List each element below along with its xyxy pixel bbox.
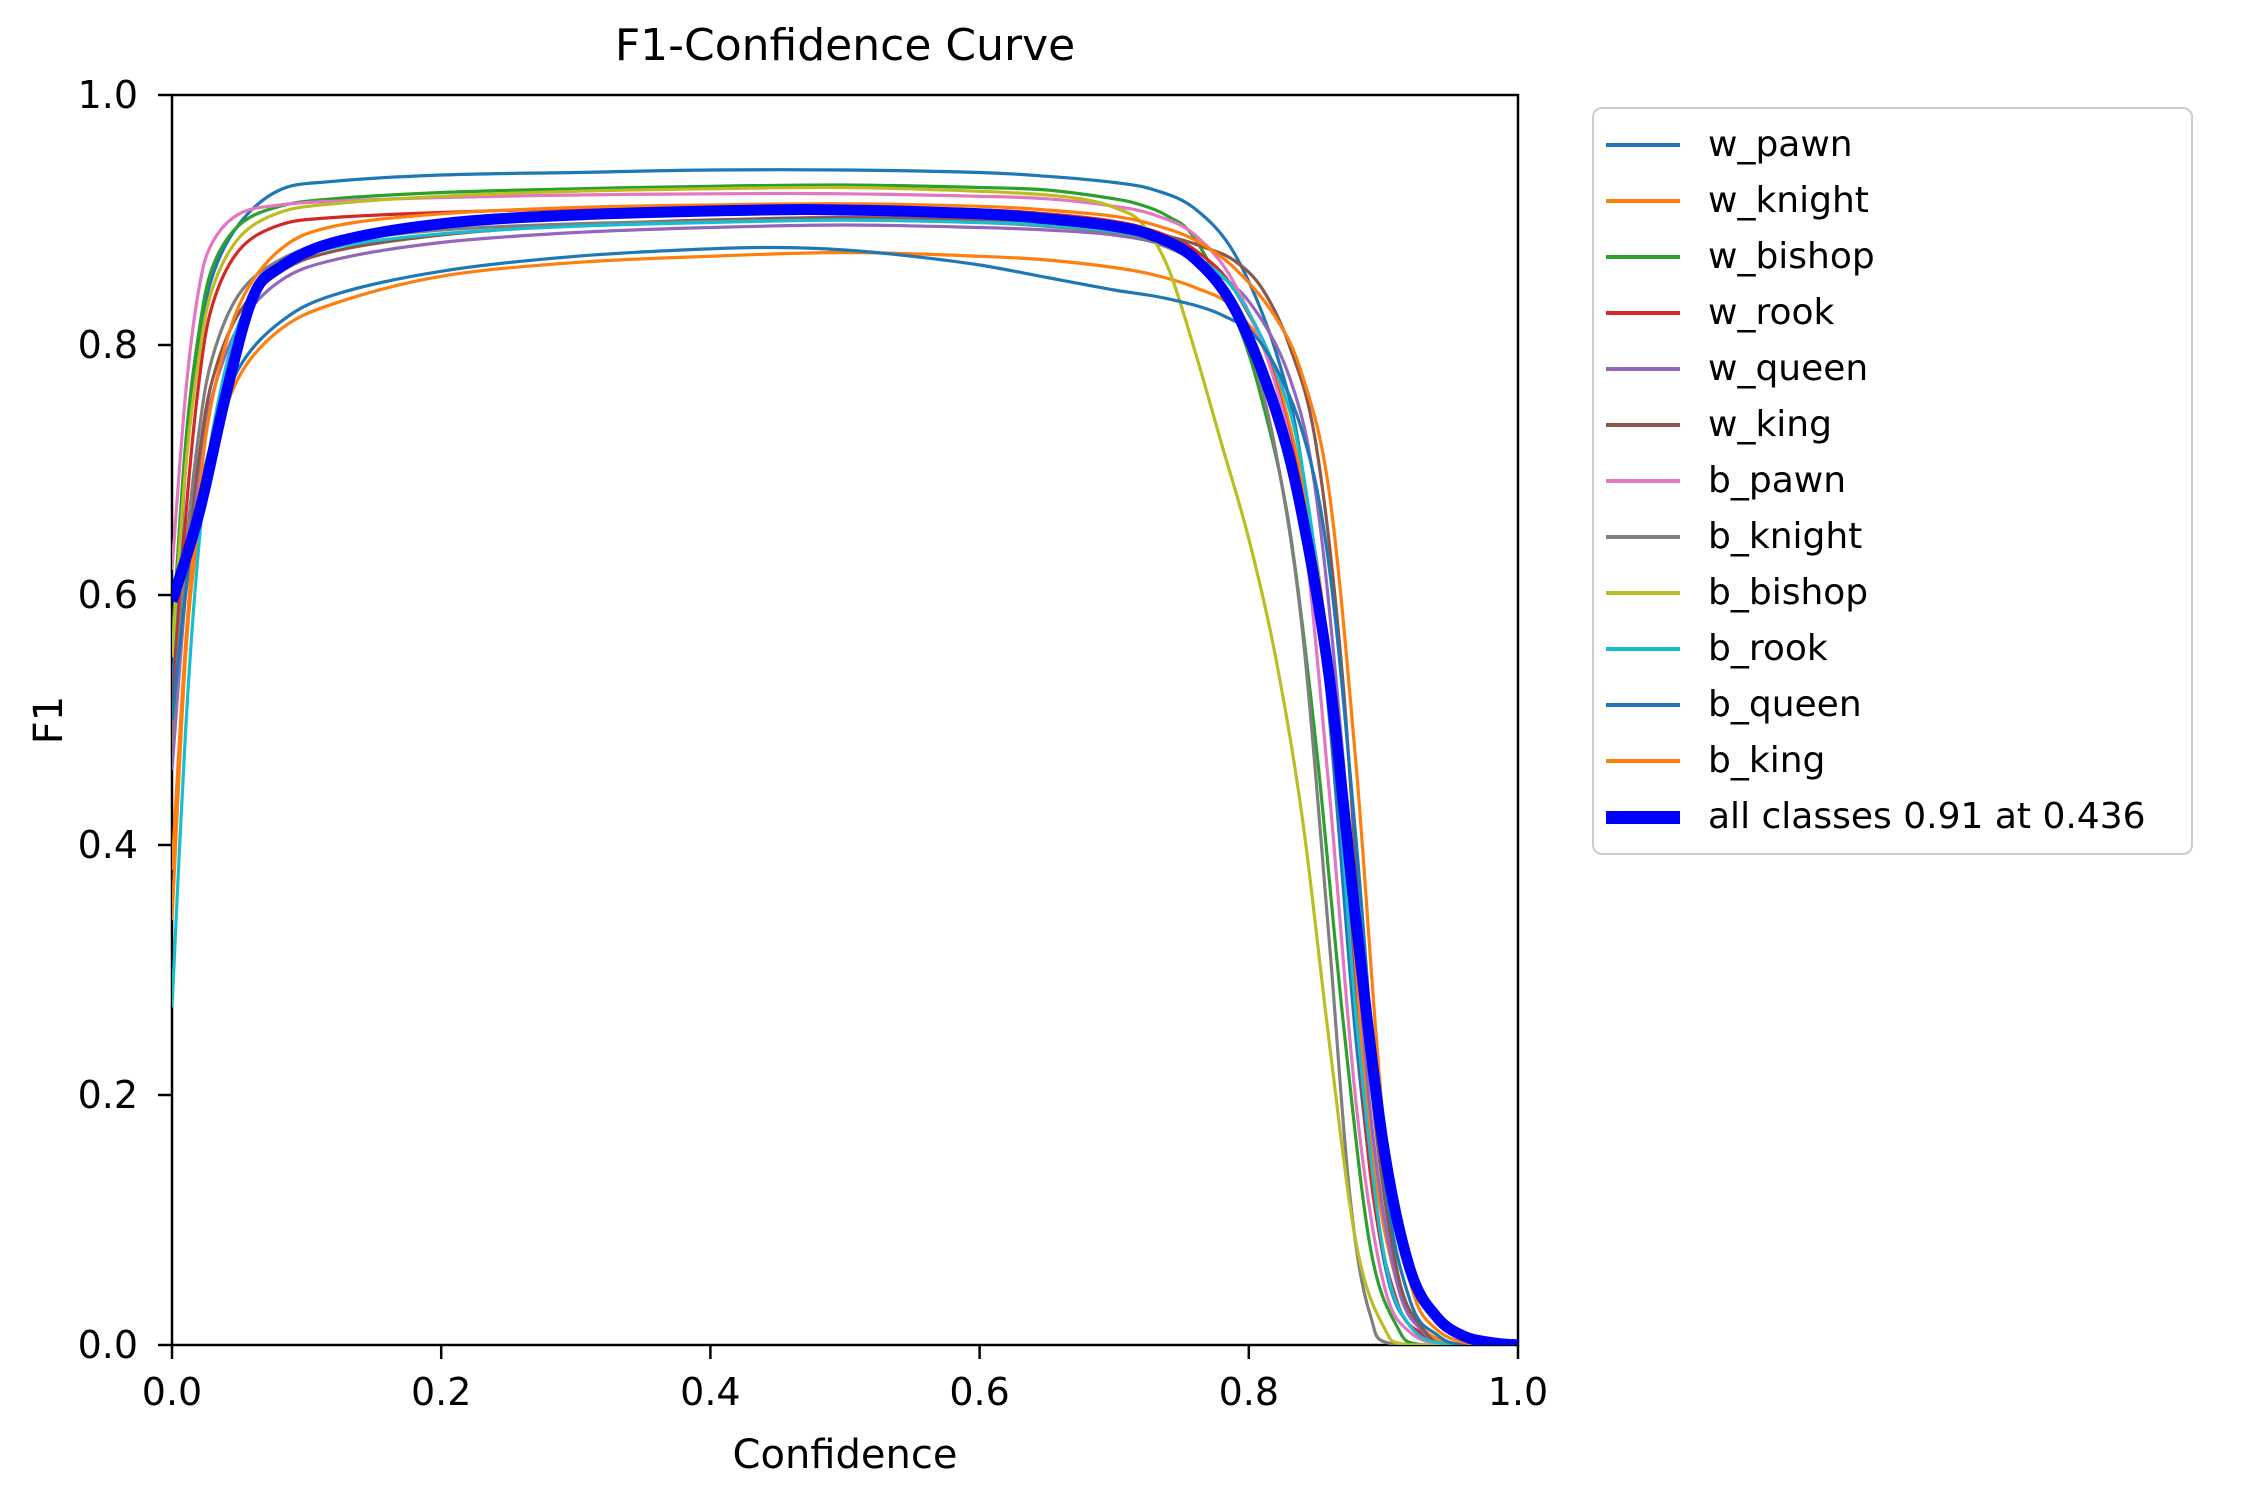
y-tick-label: 0.6 <box>78 573 138 617</box>
y-tick-label: 0.0 <box>78 1323 138 1367</box>
legend-item-w-knight: w_knight <box>1594 181 2191 221</box>
legend-swatch-w-knight <box>1606 198 1680 204</box>
legend-item-w-bishop: w_bishop <box>1594 237 2191 277</box>
y-tick-label: 1.0 <box>78 73 138 117</box>
x-tick-label: 0.0 <box>142 1370 202 1414</box>
legend-item-w-rook: w_rook <box>1594 293 2191 333</box>
y-tick-label: 0.8 <box>78 323 138 367</box>
curve-b-pawn <box>172 191 1518 1345</box>
legend-swatch-b-rook <box>1606 646 1680 652</box>
legend-swatch-b-king <box>1606 758 1680 764</box>
legend-swatch-b-pawn <box>1606 478 1680 484</box>
legend-label-b-queen: b_queen <box>1708 684 1862 726</box>
curve-b-king <box>172 202 1518 1345</box>
legend-swatch-w-bishop <box>1606 254 1680 260</box>
legend-label-w-bishop: w_bishop <box>1708 236 1875 278</box>
legend-item-b-knight: b_knight <box>1594 517 2191 557</box>
legend-swatch-b-queen <box>1606 702 1680 708</box>
legend-swatch-w-queen <box>1606 366 1680 372</box>
legend: w_pawn w_knight w_bishop w_rook w_queen w_kin… <box>1592 107 2193 855</box>
x-axis-label: Confidence <box>732 1432 958 1478</box>
x-tick-label: 0.6 <box>949 1370 1009 1414</box>
legend-swatch-b-bishop <box>1606 590 1680 596</box>
legend-item-b-king: b_king <box>1594 741 2191 781</box>
legend-swatch-w-king <box>1606 422 1680 428</box>
legend-item-w-king: w_king <box>1594 405 2191 445</box>
legend-item-all-classes-0-91-at-0-436: all classes 0.91 at 0.436 <box>1594 797 2191 837</box>
legend-swatch-w-pawn <box>1606 142 1680 148</box>
legend-label-b-knight: b_knight <box>1708 516 1863 558</box>
legend-swatch-w-rook <box>1606 310 1680 316</box>
x-tick-label: 0.2 <box>411 1370 471 1414</box>
curve-b-knight <box>172 218 1518 1345</box>
legend-item-b-rook: b_rook <box>1594 629 2191 669</box>
legend-label-w-pawn: w_pawn <box>1708 124 1853 166</box>
curve-b-bishop <box>172 185 1518 1345</box>
y-axis-label: F1 <box>26 695 72 745</box>
legend-swatch-all-classes-0-91-at-0-436 <box>1606 810 1680 824</box>
y-tick-label: 0.2 <box>78 1073 138 1117</box>
legend-item-b-bishop: b_bishop <box>1594 573 2191 613</box>
chart-title: F1-Confidence Curve <box>614 20 1076 71</box>
x-tick-label: 0.8 <box>1219 1370 1279 1414</box>
legend-label-b-bishop: b_bishop <box>1708 572 1869 614</box>
y-tick-label: 0.4 <box>78 823 138 867</box>
legend-label-w-king: w_king <box>1708 404 1832 446</box>
legend-label-w-knight: w_knight <box>1708 180 1869 222</box>
legend-item-b-queen: b_queen <box>1594 685 2191 725</box>
legend-label-all-classes-0-91-at-0-436: all classes 0.91 at 0.436 <box>1708 796 2146 838</box>
legend-label-w-rook: w_rook <box>1708 292 1835 334</box>
x-tick-label: 1.0 <box>1488 1370 1548 1414</box>
legend-label-b-rook: b_rook <box>1708 628 1828 670</box>
legend-swatch-b-knight <box>1606 534 1680 540</box>
curve-all-classes-0-91-at-0-436 <box>172 203 1518 1345</box>
legend-item-w-queen: w_queen <box>1594 349 2191 389</box>
curves-group <box>172 168 1518 1345</box>
legend-label-b-pawn: b_pawn <box>1708 460 1847 502</box>
legend-item-b-pawn: b_pawn <box>1594 461 2191 501</box>
curve-w-bishop <box>172 183 1518 1345</box>
x-tick-label: 0.4 <box>680 1370 740 1414</box>
legend-label-b-king: b_king <box>1708 740 1826 782</box>
legend-label-w-queen: w_queen <box>1708 348 1869 390</box>
curve-b-rook <box>172 218 1518 1345</box>
legend-item-w-pawn: w_pawn <box>1594 125 2191 165</box>
